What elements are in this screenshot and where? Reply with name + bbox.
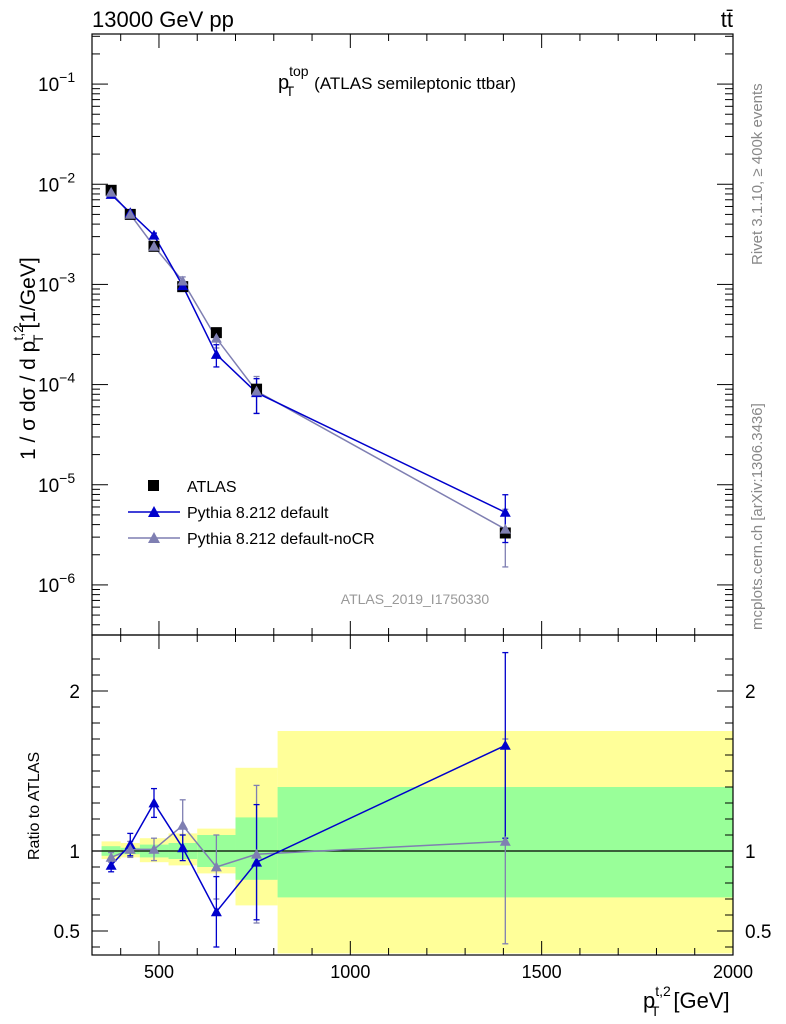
ratio-point-default [148,797,160,808]
y-tick-label-ratio: 0.5 [54,922,80,943]
ratio-point-nocr [499,835,511,846]
data-point-nocr [251,385,263,396]
rivet-label: Rivet 3.1.10, ≥ 400k events [749,83,766,265]
y-axis-label: 1 / σ dσ / d pt,2 T[1/GeV] [10,257,46,460]
y-tick-label-top: 10−2 [38,169,75,196]
ratio-point-nocr [124,843,136,854]
ratio-point-default [251,856,263,867]
ratio-point-default [210,906,222,917]
y-tick-label-top: 10−4 [38,370,75,397]
x-tick-label: 2000 [713,962,753,982]
ratio-point-nocr [177,819,189,830]
ratio-point-nocr [251,848,263,859]
data-point-nocr [210,332,222,343]
y-tick-label-top: 10−1 [38,69,75,96]
y-tick-label-ratio-right: 0.5 [745,922,771,943]
series-line-default [110,193,506,514]
data-point-default [210,348,222,359]
legend-marker-nocr [148,532,160,543]
y-tick-label-top: 10−6 [38,570,75,597]
mcplots-label: mcplots.cern.ch [arXiv:1306.3436] [749,403,766,630]
data-point-nocr [124,208,136,219]
legend-label-atlas: ATLAS [187,479,237,496]
x-axis-label: pt,2 T [GeV] [643,983,730,1019]
ratio-panel: 500 1000 1500 2000 0.5 0.5 1 1 2 2 [54,634,771,982]
data-point-atlas [210,327,222,339]
y-tick-label-ratio: 2 [69,682,80,703]
ratio-point-default [499,739,511,750]
data-point-nocr [177,275,189,286]
legend-marker-atlas [148,480,159,491]
data-point-nocr [499,523,511,534]
y-tick-label-ratio: 1 [69,842,80,863]
legend-marker-default [148,506,160,517]
ratio-point-nocr [210,861,222,872]
ratio-point-nocr [105,851,117,862]
ratio-point-default [177,842,189,853]
series-line-nocr [110,191,506,530]
header-right: tt̄ [721,7,733,32]
y-tick-label-ratio-right: 2 [745,682,756,703]
data-point-default [148,229,160,240]
data-point-nocr [105,186,117,197]
legend-label-nocr: Pythia 8.212 default-noCR [187,531,375,548]
legend-label-default: Pythia 8.212 default [187,505,329,522]
header-left: 13000 GeV pp [92,7,234,32]
y-tick-label-top: 10−5 [38,470,75,497]
main-panel: 10−1 10−2 10−3 10−4 10−5 10−6 [38,33,734,636]
data-point-default [499,506,511,517]
legend: ATLAS Pythia 8.212 default Pythia 8.212 … [128,479,375,548]
y-tick-label-ratio-right: 1 [745,842,756,863]
ratio-frame [91,634,734,956]
x-tick-label: 500 [144,962,174,982]
data-point-nocr [148,240,160,251]
x-tick-label: 1500 [522,962,562,982]
y-tick-label-top: 10−3 [38,269,75,296]
ratio-point-default [105,859,117,870]
ratio-axis-label: Ratio to ATLAS [26,752,43,860]
chart-title: ptop T (ATLAS semileptonic ttbar) [278,63,516,99]
ratio-point-nocr [148,843,160,854]
analysis-watermark: ATLAS_2019_I1750330 [341,591,490,607]
x-tick-label: 1000 [330,962,370,982]
